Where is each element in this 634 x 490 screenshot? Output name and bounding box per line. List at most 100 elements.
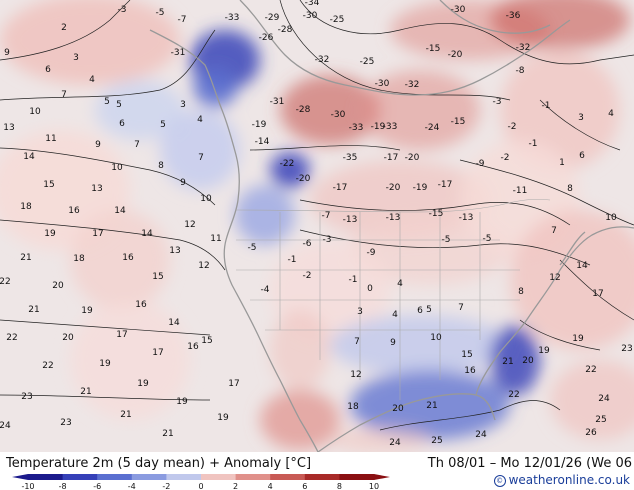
temperature-label: 24 xyxy=(389,438,401,448)
temperature-label: -2 xyxy=(303,271,312,281)
temperature-label: 18 xyxy=(347,402,359,412)
temperature-label: 3 xyxy=(357,307,363,317)
temperature-label: 2 xyxy=(61,23,67,33)
temperature-label: 19 xyxy=(137,379,149,389)
temperature-label: 7 xyxy=(458,303,464,313)
temperature-label: 17 xyxy=(152,348,163,358)
temperature-label: -4 xyxy=(261,285,270,295)
temperature-label: -29 xyxy=(265,13,280,23)
temperature-label: -13 xyxy=(386,213,401,223)
temperature-label: 10 xyxy=(605,213,617,223)
forecast-date-range: Th 08/01 – Mo 12/01/26 (We 06 xyxy=(427,456,632,471)
temperature-label: -13 xyxy=(459,213,474,223)
temperature-label: 14 xyxy=(23,152,35,162)
temperature-label: 7 xyxy=(551,226,557,236)
temperature-label: 21 xyxy=(162,429,173,439)
temperature-label: 0 xyxy=(367,284,373,294)
temperature-label: -31 xyxy=(171,48,186,58)
legend-swatch xyxy=(166,474,202,480)
temperature-label: 17 xyxy=(92,229,103,239)
temperature-label: -19 xyxy=(252,120,267,130)
legend-tick-label: 2 xyxy=(233,482,238,490)
temperature-label: 21 xyxy=(28,305,39,315)
temperature-label: 19 xyxy=(81,306,93,316)
temperature-label: 20 xyxy=(392,404,404,414)
temperature-label: 25 xyxy=(595,415,606,425)
temperature-label: 9 xyxy=(95,140,101,150)
temperature-label: -17 xyxy=(384,153,399,163)
temperature-label: -28 xyxy=(278,25,293,35)
legend-tick-label: -2 xyxy=(162,482,170,490)
temperature-label: 5 xyxy=(116,100,122,110)
temperature-label: -3 xyxy=(118,5,127,15)
temperature-label: -1 xyxy=(542,101,551,111)
temperature-label: 19 xyxy=(538,346,550,356)
legend-swatch xyxy=(270,474,306,480)
temperature-label: -22 xyxy=(280,159,295,169)
state-borders xyxy=(235,198,551,400)
temperature-label: -7 xyxy=(178,15,187,25)
temperature-label: 24 xyxy=(475,430,487,440)
temperature-label: -30 xyxy=(375,79,390,89)
temperature-label: -14 xyxy=(255,137,270,147)
temperature-label: 7 xyxy=(198,153,204,163)
temperature-label: 21 xyxy=(426,401,437,411)
temperature-label: 4 xyxy=(397,279,403,289)
temperature-label: 4 xyxy=(608,109,614,119)
coastlines xyxy=(149,0,634,452)
temperature-label: -1 xyxy=(288,255,297,265)
temperature-label: 12 xyxy=(549,273,560,283)
temperature-label: 6 xyxy=(579,151,585,161)
temperature-label: 19 xyxy=(44,229,56,239)
legend-tick-label: 0 xyxy=(198,482,203,490)
temperature-label: 7 xyxy=(134,140,140,150)
temperature-label: 6 xyxy=(45,65,51,75)
temperature-label: 5 xyxy=(426,305,432,315)
temperature-label: 4 xyxy=(392,310,398,320)
brand-label: weatheronline.co.uk xyxy=(508,473,630,487)
temperature-label: -30 xyxy=(451,5,466,15)
temperature-label: -17 xyxy=(438,180,453,190)
temperature-label: 22 xyxy=(0,277,11,287)
temperature-label: 5 xyxy=(160,120,166,130)
temperature-label: 14 xyxy=(141,229,153,239)
temperature-label: 9 xyxy=(4,48,10,58)
temperature-label: 22 xyxy=(585,365,596,375)
temperature-label: -20 xyxy=(448,50,463,60)
temperature-label: 22 xyxy=(508,390,519,400)
temperature-label: 15 xyxy=(43,180,54,190)
temperature-label: -2 xyxy=(501,153,510,163)
temperature-label: 14 xyxy=(576,261,588,271)
temperature-label: 16 xyxy=(122,253,134,263)
temperature-label: 16 xyxy=(464,366,476,376)
temperature-label: 22 xyxy=(6,333,17,343)
temperature-label: 9 xyxy=(180,178,186,188)
map-footer: Temperature 2m (5 day mean) + Anomaly [°… xyxy=(0,452,634,490)
anomaly-shading xyxy=(0,0,634,452)
legend-swatch xyxy=(339,474,375,480)
brand-credit[interactable]: © weatheronline.co.uk xyxy=(493,473,630,487)
temperature-label: -9 xyxy=(367,248,376,258)
temperature-label: -15 xyxy=(429,209,444,219)
temperature-label: 18 xyxy=(20,202,32,212)
temperature-label: -19 xyxy=(371,122,386,132)
temperature-label: -35 xyxy=(343,153,358,163)
temperature-label: -30 xyxy=(303,11,318,21)
temperature-label: 8 xyxy=(518,287,524,297)
temperature-label: -6 xyxy=(303,239,312,249)
temperature-label: 25 xyxy=(431,436,442,446)
copyright-icon: © xyxy=(493,474,506,487)
temperature-label: 16 xyxy=(187,342,199,352)
temperature-label: 19 xyxy=(572,334,584,344)
temperature-label: 14 xyxy=(114,206,126,216)
temperature-label: 20 xyxy=(522,356,534,366)
legend-tick-label: -6 xyxy=(93,482,101,490)
legend-swatch xyxy=(62,474,98,480)
temperature-label: 3 xyxy=(73,53,79,63)
legend-tick-label: -8 xyxy=(59,482,67,490)
temperature-label: -3 xyxy=(493,97,502,107)
temperature-label: -5 xyxy=(442,235,451,245)
temperature-label: 20 xyxy=(52,281,64,291)
temperature-label: -8 xyxy=(516,66,525,76)
